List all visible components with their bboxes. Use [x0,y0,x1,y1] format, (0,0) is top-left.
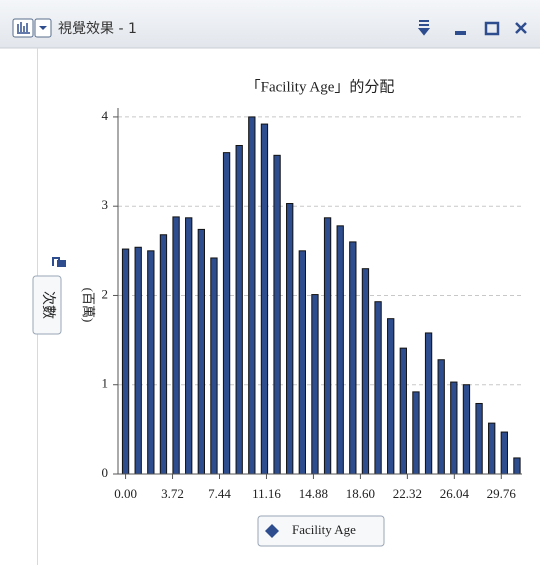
lock-icon[interactable] [52,257,66,267]
bar [235,144,243,475]
y-tick-label: 1 [102,376,109,391]
bar [273,154,281,475]
bar [513,457,521,475]
minimize-button[interactable] [455,31,466,35]
bar [159,234,168,475]
y-tick-label: 0 [102,465,109,480]
y-tick-label: 3 [102,197,109,212]
y-axis-button[interactable] [32,275,62,335]
chart-type-button[interactable] [12,18,34,38]
bar [450,381,458,475]
bar [399,347,407,475]
dropdown-button[interactable] [34,18,52,38]
x-tick-label: 29.76 [487,486,517,501]
bar [349,241,357,475]
bar [488,422,496,475]
bar [387,318,395,475]
bar [475,402,483,475]
bar [121,248,130,475]
y-axis-label: 次數 [40,291,56,319]
y-axis-unit: (百萬) [81,288,96,323]
bar [311,294,319,475]
bar [248,116,256,475]
x-tick-label: 11.16 [252,486,281,501]
bar [424,332,433,475]
x-tick-label: 26.04 [440,486,470,501]
bar [323,217,332,475]
x-axis-label: Facility Age [292,522,356,537]
bar [185,217,193,475]
y-tick-label: 2 [102,286,109,301]
x-tick-label: 7.44 [208,486,231,501]
x-tick-label: 3.72 [161,486,184,501]
bar [298,250,306,475]
x-tick-label: 14.88 [299,486,328,501]
bar [437,359,445,475]
bar [222,152,231,475]
chart-title: 「Facility Age」的分配 [246,78,395,95]
bar [462,384,471,475]
bar [134,246,142,475]
bar [336,225,344,475]
bar [172,216,180,475]
bar [197,228,205,475]
x-tick-label: 18.60 [346,486,375,501]
bar [361,268,370,475]
x-tick-label: 0.00 [114,486,137,501]
bar [286,203,294,475]
title-bar [0,0,540,48]
x-axis-button[interactable] [257,515,385,547]
bar [260,123,269,475]
close-button[interactable] [515,22,527,34]
bar [210,257,218,475]
y-tick-label: 4 [102,108,109,123]
bar [412,391,420,475]
bar [500,431,508,475]
x-axis-icon [265,524,279,538]
bar [374,301,382,475]
x-tick-label: 22.32 [393,486,422,501]
menu-button[interactable] [417,20,431,36]
maximize-button[interactable] [484,21,500,36]
window-title: 視覺效果 - 1 [58,21,137,37]
bar [147,250,155,475]
